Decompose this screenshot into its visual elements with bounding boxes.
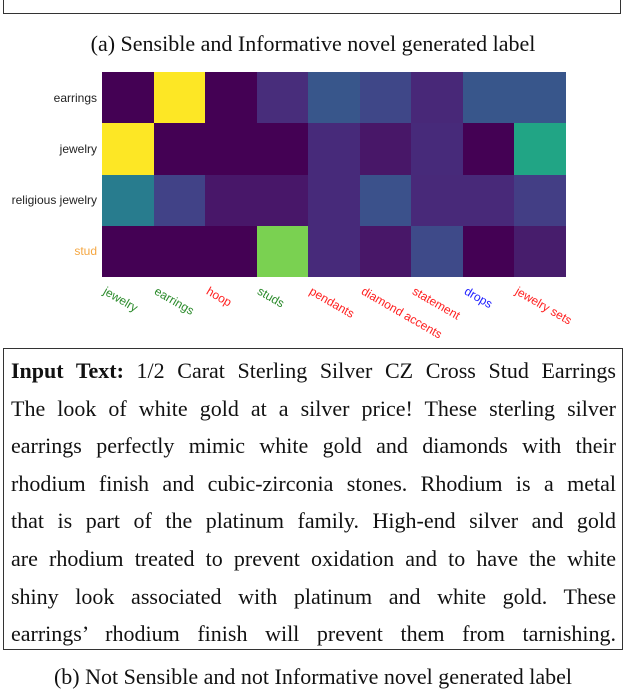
heatmap-cell	[359, 225, 412, 277]
heatmap-cell	[205, 174, 257, 226]
column-label: jewelry sets	[513, 284, 575, 328]
input-text-title: 1/2 Carat Sterling Silver CZ Cross Stud …	[123, 358, 616, 383]
heatmap-cell	[462, 225, 515, 277]
heatmap-cell	[359, 72, 412, 124]
caption-b: (b) Not Sensible and not Informative nov…	[53, 664, 573, 689]
heatmap-cell	[514, 174, 566, 226]
heatmap-cell	[411, 123, 463, 175]
column-label: hoop	[203, 284, 235, 310]
row-label: stud	[74, 244, 97, 259]
heatmap-cell	[411, 174, 463, 226]
heatmap-cell	[153, 174, 206, 226]
heatmap-cell	[102, 123, 154, 175]
column-label: studs	[255, 284, 288, 311]
heatmap-cell	[308, 174, 360, 226]
input-text-box: Input Text: 1/2 Carat Sterling Silver CZ…	[3, 348, 623, 650]
heatmap-cell	[205, 225, 257, 277]
heatmap-cell	[256, 72, 309, 124]
input-text-line: are rhodium treated to prevent oxidation…	[11, 545, 616, 571]
heatmap-cell	[256, 123, 309, 175]
heatmap-cell	[514, 72, 566, 124]
heatmap-cell	[462, 72, 515, 124]
row-label: religious jewelry	[11, 193, 97, 208]
heatmap	[102, 72, 566, 277]
input-text-line: shiny look associated with platinum and …	[11, 583, 616, 609]
heatmap-cell	[308, 225, 360, 277]
heatmap-cell	[411, 72, 463, 124]
heatmap-cell	[359, 123, 412, 175]
input-text-line: rhodium finish and cubic-zirconia stones…	[11, 470, 616, 496]
heatmap-cell	[102, 72, 154, 124]
heatmap-cell	[411, 225, 463, 277]
heatmap-cell	[153, 123, 206, 175]
heatmap-cell	[308, 72, 360, 124]
input-text-label: Input Text:	[11, 358, 124, 383]
column-label: jewelry	[100, 284, 141, 315]
row-label: earrings	[53, 90, 97, 105]
heatmap-cell	[514, 123, 566, 175]
heatmap-cell	[256, 225, 309, 277]
heatmap-cell	[256, 174, 309, 226]
heatmap-cell	[102, 174, 154, 226]
heatmap-cell	[359, 174, 412, 226]
column-label: earrings	[152, 284, 197, 318]
heatmap-cell	[462, 123, 515, 175]
input-text-line: that is part of the platinum family. Hig…	[11, 508, 616, 534]
previous-example-text-box: provides long-lasting definition.	[3, 0, 621, 14]
heatmap-cell	[205, 123, 257, 175]
column-label: pendants	[307, 284, 357, 321]
heatmap-cell	[462, 174, 515, 226]
input-text-line: The look of white gold at a silver price…	[11, 395, 616, 421]
heatmap-cell	[308, 123, 360, 175]
heatmap-cell	[102, 225, 154, 277]
heatmap-cell	[205, 72, 257, 124]
row-label: jewelry	[59, 141, 97, 156]
heatmap-cell	[153, 72, 206, 124]
caption-a: (a) Sensible and Informative novel gener…	[90, 31, 536, 56]
input-text-line: earrings’ rhodium finish will prevent th…	[11, 621, 616, 647]
heatmap-cell	[514, 225, 566, 277]
input-text-line: earrings perfectly mimic white gold and …	[11, 433, 616, 459]
input-text-line: Input Text: 1/2 Carat Sterling Silver CZ…	[11, 352, 616, 390]
column-label: drops	[461, 284, 495, 312]
heatmap-cell	[153, 225, 206, 277]
